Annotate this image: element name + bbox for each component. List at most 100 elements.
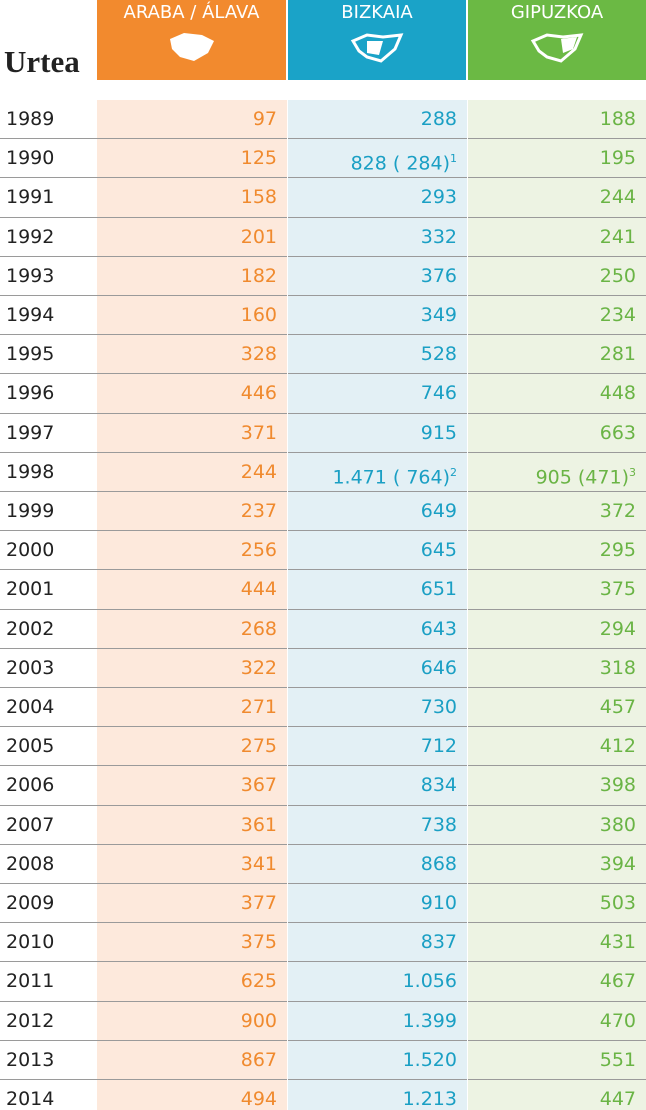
year-cell: 2014 [0, 1080, 97, 1110]
value-cell: 201 [97, 217, 287, 257]
year-cell: 2007 [0, 806, 97, 845]
year-cell: 1991 [0, 178, 97, 218]
year-cell: 1998 [0, 453, 97, 492]
value-cell: 241 [468, 217, 646, 257]
value: 828 ( 284) [350, 152, 450, 175]
year-cell: 2010 [0, 923, 97, 963]
value-cell: 1.520 [288, 1040, 467, 1080]
value-cell: 244 [468, 178, 646, 218]
value-cell: 398 [468, 766, 646, 806]
year-cell: 2012 [0, 1002, 97, 1041]
value: 275 [240, 735, 277, 758]
value: 834 [420, 774, 457, 797]
value: 645 [420, 539, 457, 562]
value: 288 [420, 108, 457, 130]
year-cell: 1996 [0, 374, 97, 414]
value: 910 [420, 892, 457, 914]
value: 1.213 [402, 1088, 457, 1110]
value: 376 [420, 264, 457, 287]
value: 293 [420, 186, 457, 209]
value: 651 [420, 578, 457, 601]
value: 730 [420, 696, 457, 718]
value-cell: 281 [468, 335, 646, 375]
value: 294 [599, 617, 636, 640]
year-header: Urtea [4, 44, 80, 79]
value: 1.520 [402, 1048, 457, 1071]
value-cell: 645 [288, 531, 467, 571]
value-cell: 1.213 [288, 1080, 467, 1110]
year-cell: 1989 [0, 100, 97, 140]
value-cell: 371 [97, 413, 287, 453]
value-cell: 834 [288, 766, 467, 806]
value-cell: 375 [468, 570, 646, 610]
footnote-mark: 2 [450, 465, 457, 479]
year-cell: 2009 [0, 884, 97, 924]
year-cell: 2001 [0, 570, 97, 610]
value-cell: 746 [288, 374, 467, 414]
value-cell: 470 [468, 1001, 646, 1041]
value: 867 [240, 1048, 277, 1071]
value: 377 [240, 892, 277, 914]
value-cell: 467 [468, 962, 646, 1002]
value: 349 [420, 304, 457, 326]
value: 457 [599, 696, 636, 718]
column-header: BIZKAIA [288, 0, 466, 80]
value: 394 [599, 852, 636, 875]
value-cell: 1.399 [288, 1001, 467, 1041]
value-cell: 188 [468, 100, 646, 140]
value-cell: 915 [288, 413, 467, 453]
value: 738 [420, 813, 457, 836]
value: 295 [599, 539, 636, 562]
value-cell: 651 [288, 570, 467, 610]
value: 125 [240, 147, 277, 170]
value: 431 [599, 931, 636, 954]
value: 195 [599, 147, 636, 170]
value-cell: 503 [468, 884, 646, 924]
value-cell: 380 [468, 805, 646, 845]
value: 470 [599, 1009, 636, 1032]
value: 1.056 [402, 970, 457, 993]
value: 494 [240, 1088, 277, 1110]
value: 712 [420, 735, 457, 758]
value-cell: 431 [468, 923, 646, 963]
value-cell: 457 [468, 688, 646, 728]
value: 447 [599, 1088, 636, 1110]
year-cell: 1995 [0, 335, 97, 375]
year-cell: 1992 [0, 218, 97, 257]
value-cell: 372 [468, 492, 646, 532]
value: 643 [420, 617, 457, 640]
value-cell: 828 ( 284)1 [288, 139, 467, 179]
value: 915 [420, 421, 457, 444]
value: 361 [240, 813, 277, 836]
value: 625 [240, 970, 277, 993]
year-cell: 1990 [0, 139, 97, 179]
value-cell: 271 [97, 688, 287, 728]
value-cell: 268 [97, 609, 287, 649]
year-cell: 1997 [0, 414, 97, 453]
map-icon [169, 33, 214, 61]
value: 237 [240, 500, 277, 522]
value-cell: 625 [97, 962, 287, 1002]
value-cell: 328 [97, 335, 287, 375]
value-cell: 341 [97, 844, 287, 884]
value-cell: 237 [97, 492, 287, 532]
value: 271 [240, 696, 277, 718]
value: 663 [599, 421, 636, 444]
year-cell: 2011 [0, 962, 97, 1002]
value-cell: 195 [468, 139, 646, 179]
value-cell: 293 [288, 178, 467, 218]
value: 900 [240, 1009, 277, 1032]
value-cell: 244 [97, 452, 287, 492]
value-cell: 97 [97, 100, 287, 140]
value: 375 [599, 578, 636, 601]
value-cell: 444 [97, 570, 287, 610]
value-cell: 377 [97, 884, 287, 924]
value: 746 [420, 382, 457, 405]
value: 322 [240, 656, 277, 679]
value: 341 [240, 852, 277, 875]
value-cell: 910 [288, 884, 467, 924]
value-cell: 837 [288, 923, 467, 963]
value-cell: 643 [288, 609, 467, 649]
value: 649 [420, 500, 457, 522]
value-cell: 256 [97, 531, 287, 571]
